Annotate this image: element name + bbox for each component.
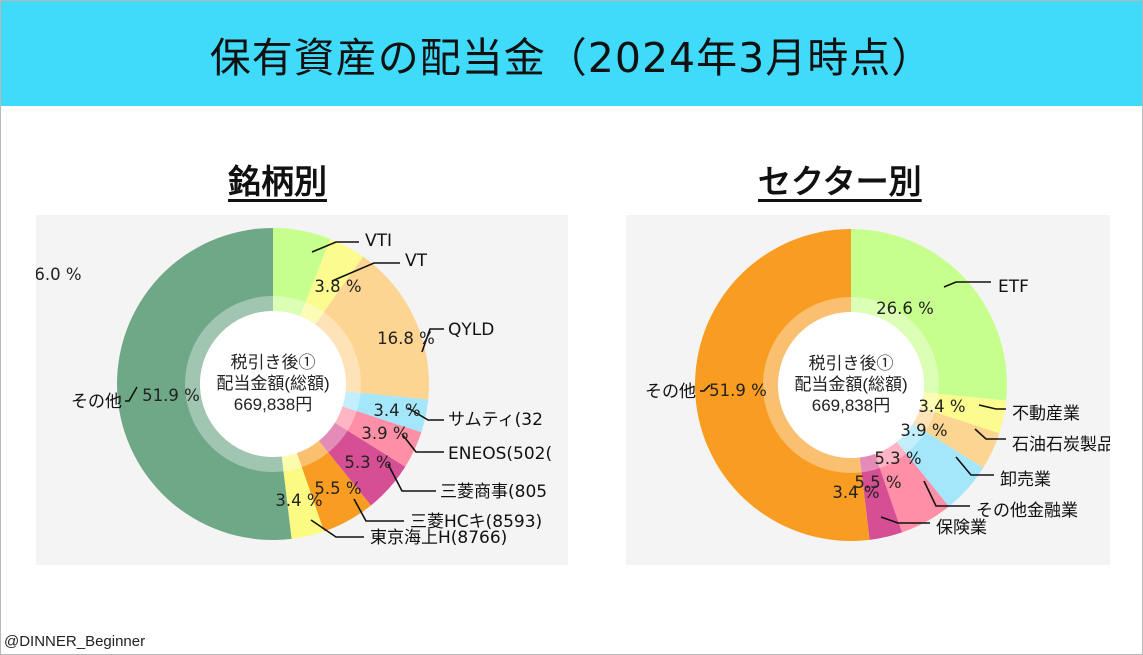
slice-category-label: 卸売業: [1000, 470, 1051, 490]
leader-line: [387, 463, 436, 492]
center-caption: 税引き後①: [231, 353, 316, 372]
center-caption: 配当金額(総額): [794, 375, 907, 394]
donut-slice: [912, 407, 1000, 468]
slice-category-label: 東京海上H(8766): [370, 528, 507, 548]
slice-percent-label: 26.6 %: [876, 299, 934, 318]
donut-slice: [315, 256, 429, 400]
center-caption: 配当金額(総額): [216, 374, 329, 393]
leader-line: [310, 519, 364, 538]
sector-chart-heading: セクター別: [758, 162, 922, 201]
slice-category-label: 保険業: [936, 518, 987, 538]
center-caption: 669,838円: [812, 396, 890, 415]
leader-line: [943, 281, 991, 288]
leader-line: [955, 456, 994, 476]
slice-category-label: 不動産業: [1012, 404, 1080, 424]
leader-line: [974, 428, 1006, 440]
slice-category-label: その他: [645, 382, 696, 402]
donut-slice: [299, 238, 364, 325]
slice-percent-label: 3.9 %: [900, 421, 947, 440]
leader-line: [331, 262, 400, 282]
slice-category-label: QYLD: [448, 320, 494, 340]
leader-line: [880, 516, 930, 524]
donut-slice: [318, 422, 406, 506]
donut-slice: [342, 391, 429, 433]
slice-percent-label: 3.9 %: [361, 424, 408, 443]
leader-line: [923, 480, 970, 507]
donut-hole: [200, 311, 346, 457]
slice-percent-label: 51.9 %: [709, 381, 767, 400]
sector-donut-svg: 税引き後① 配当金額(総額) 669,838円 26.6 % ETF 3.4 % 不動産業 3…: [645, 229, 1110, 541]
donut-slice: [859, 453, 902, 540]
leader-line: [700, 384, 711, 392]
slice-category-label: 三菱HCキ(8593): [410, 512, 542, 532]
leader-line: [407, 407, 444, 421]
center-caption: 税引き後①: [809, 354, 894, 373]
slice-percent-label: 6.0 %: [36, 265, 82, 284]
donut-slice: [334, 406, 422, 467]
slice-percent-label: 5.3 %: [344, 453, 391, 472]
brand-donut-svg: 税引き後① 配当金額(総額) 669,838円 6.0 % VTI 3.8 % VT 16.8…: [36, 228, 552, 548]
slice-category-label: ETF: [998, 277, 1029, 297]
slice-percent-label: 3.4 %: [832, 483, 879, 502]
slice-percent-label: 3.4 %: [918, 397, 965, 416]
author-credit: @DINNER_Beginner: [4, 633, 146, 650]
leader-line: [125, 386, 138, 402]
sector-donut-chart: 税引き後① 配当金額(総額) 669,838円 26.6 % ETF 3.4 % 不動産業 3…: [626, 215, 1110, 565]
slice-percent-label: 5.5 %: [314, 479, 361, 498]
slice-category-label: サムティ(32: [448, 410, 543, 430]
slice-percent-label: 3.8 %: [314, 277, 361, 296]
center-caption: 669,838円: [234, 395, 312, 414]
slice-category-label: ENEOS(502(: [448, 444, 552, 464]
donut-slice: [896, 423, 984, 507]
leader-line: [421, 328, 444, 353]
slice-category-label: VT: [405, 251, 428, 271]
donut-slice: [296, 440, 371, 532]
slice-category-label: 三菱商事(805: [440, 482, 547, 502]
donut-slice: [281, 452, 324, 539]
title-banner: 保有資産の配当金（2024年3月時点）: [1, 1, 1142, 106]
donut-inner-ring: [185, 296, 361, 472]
donut-slice: [851, 229, 1007, 401]
slice-category-label: VTI: [365, 231, 392, 251]
slice-percent-label: 3.4 %: [373, 401, 420, 420]
slice-percent-label: 3.4 %: [275, 491, 322, 510]
slice-percent-label: 16.8 %: [377, 329, 435, 348]
slice-percent-label: 5.3 %: [874, 449, 921, 468]
page-title: 保有資産の配当金（2024年3月時点）: [209, 33, 934, 82]
slice-percent-label: 5.5 %: [854, 473, 901, 492]
donut-hole: [778, 312, 924, 458]
donut-slice: [116, 228, 292, 540]
brand-donut-chart: 税引き後① 配当金額(総額) 669,838円 6.0 % VTI 3.8 % VT 16.8…: [36, 215, 568, 565]
brand-chart-heading: 銘柄別: [228, 162, 327, 201]
donut-slice: [694, 229, 870, 541]
donut-inner-ring: [763, 297, 939, 473]
leader-line: [311, 241, 359, 253]
leader-line: [401, 433, 444, 453]
slice-category-label: 石油石炭製品: [1012, 435, 1110, 455]
leader-line: [978, 404, 1006, 410]
donut-slice: [920, 392, 1007, 434]
donut-slice: [874, 441, 949, 533]
leader-line: [353, 498, 404, 522]
slice-category-label: その他: [71, 392, 122, 412]
slice-percent-label: 51.9 %: [142, 386, 200, 405]
slice-category-label: その他金融業: [976, 501, 1078, 521]
